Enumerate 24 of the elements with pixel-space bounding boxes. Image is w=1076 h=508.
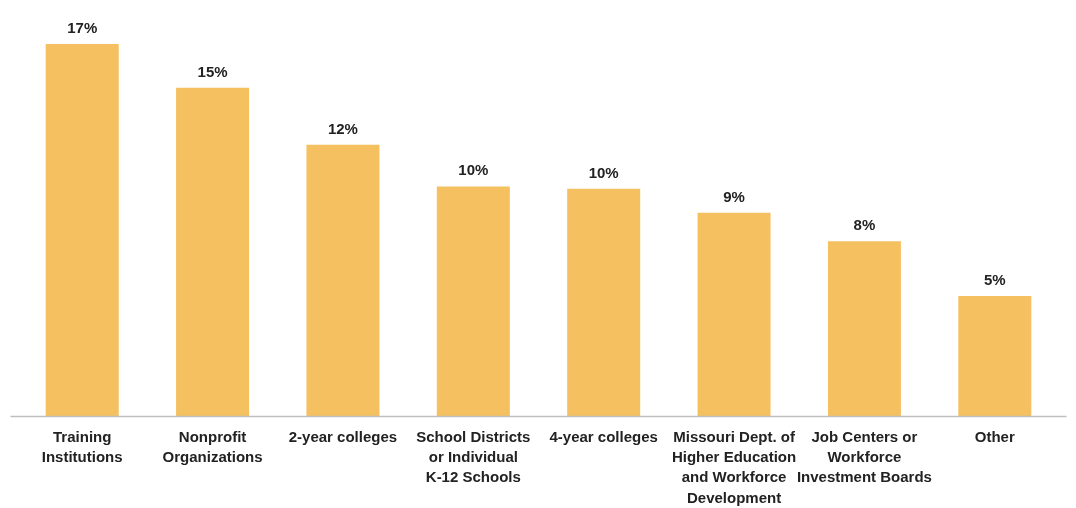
bar: [697, 212, 771, 417]
bar: [306, 144, 380, 417]
x-tick-label: Training Institutions: [41, 427, 123, 465]
x-tick-label: Missouri Dept. of Higher Education and Workforce Development: [671, 427, 797, 506]
data-label: 5%: [983, 270, 1006, 288]
bar: [176, 87, 250, 417]
data-label: 17%: [67, 19, 98, 37]
x-tick-label: Other: [974, 427, 1015, 445]
x-tick-label: Nonprofit Organizations: [162, 427, 263, 465]
bar: [45, 44, 119, 417]
data-label: 12%: [327, 119, 358, 137]
data-label: 10%: [588, 163, 619, 181]
data-label: 10%: [458, 161, 489, 179]
bar: [958, 295, 1032, 417]
data-label: 9%: [723, 187, 745, 205]
x-tick-label: 2-year colleges: [288, 427, 398, 445]
data-label: 15%: [197, 62, 228, 80]
x-tick-label: School Districts or Individual K-12 Schools: [416, 427, 531, 486]
bar: [567, 188, 641, 417]
bar: [436, 186, 510, 417]
x-tick-label: 4-year colleges: [549, 427, 658, 445]
bar: [827, 241, 901, 417]
data-label: 8%: [853, 216, 876, 234]
x-tick-label: Job Centers or Workforce Investment Boards: [796, 427, 932, 486]
